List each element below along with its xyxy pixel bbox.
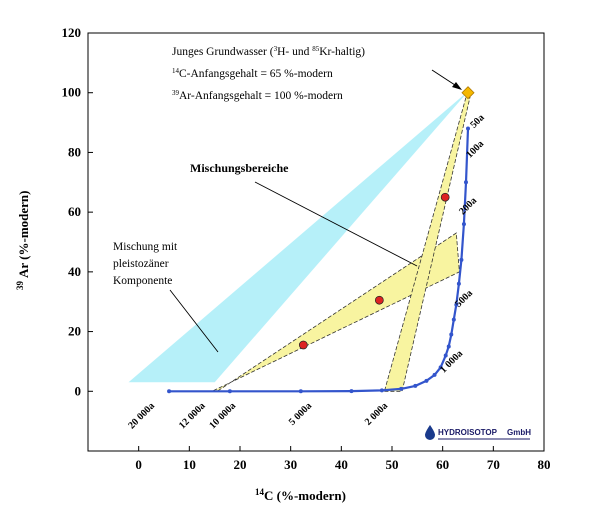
sample-point-3: [440, 192, 450, 202]
decay-curve-point: [399, 386, 404, 391]
endmember-arrow-head: [452, 82, 462, 90]
endmember-arrow-line: [431, 69, 459, 88]
c14-initial-content: 14C-Anfangsgehalt = 65 %-modern: [172, 67, 333, 80]
x-tick-label-10: 10: [183, 457, 196, 472]
zones-layer: [128, 93, 471, 392]
pleistocene-label-2: pleistozäner: [113, 258, 169, 270]
ar39-initial-content: 39Ar-Anfangsgehalt = 100 %-modern: [172, 89, 343, 102]
decay-curve-point: [438, 365, 443, 370]
decay-curve-point: [432, 372, 437, 377]
hydroisotop-logo: HYDROISOTOP GmbH: [425, 425, 531, 440]
decay-curve-point: [443, 353, 448, 358]
age-label-8: 12 000a: [177, 401, 208, 432]
pleistocene-zone: [128, 93, 466, 383]
y-axis-title: 39Ar (%-modern): [15, 191, 31, 291]
decay-curve-point: [379, 388, 384, 393]
x-tick-label-40: 40: [335, 457, 348, 472]
decay-curve-point: [463, 180, 468, 185]
decay-curve-point: [459, 257, 464, 262]
x-tick-label-0: 0: [135, 457, 142, 472]
decay-curve-line: [169, 128, 470, 393]
decay-curve-point: [454, 302, 459, 307]
age-label-6: 5 000a: [287, 401, 314, 428]
young-water-endmember: [461, 86, 475, 100]
x-tick-label-70: 70: [487, 457, 500, 472]
y-tick-label-20: 20: [68, 324, 81, 339]
x-tick-label-20: 20: [234, 457, 247, 472]
age-label-9: 20 000a: [126, 401, 157, 432]
decay-curve-point: [466, 126, 470, 131]
x-tick-label-60: 60: [436, 457, 449, 472]
decay-curve-point: [227, 389, 232, 394]
y-tick-label-0: 0: [75, 383, 82, 398]
y-tick-label-60: 60: [68, 204, 81, 219]
age-label-5: 2 000a: [363, 401, 390, 428]
logo-suffix: GmbH: [507, 428, 531, 437]
mixing-zones-label: Mischungsbereiche: [190, 161, 289, 175]
y-tick-label-100: 100: [62, 85, 82, 100]
decay-curve-point: [446, 344, 451, 349]
x-tick-label-30: 30: [284, 457, 297, 472]
points-layer: [298, 86, 475, 350]
x-axis-title: 14C (%-modern): [255, 487, 346, 503]
y-tick-label-40: 40: [68, 264, 81, 279]
pleistocene-label-3: Komponente: [113, 275, 172, 287]
age-label-0: 50a: [468, 112, 486, 130]
sample-point-2: [374, 295, 384, 305]
decay-curve-point: [456, 281, 461, 286]
decay-curve-point: [424, 378, 429, 383]
mixing-pointer-line: [254, 181, 418, 267]
pleistocene-label-1: Mischung mit: [113, 241, 178, 253]
decay-curve-point: [451, 317, 456, 322]
sample-point-1: [298, 340, 308, 350]
y-tick-label-120: 120: [62, 25, 82, 40]
decay-curve-point: [167, 389, 172, 394]
logo-name: HYDROISOTOP: [438, 428, 498, 437]
decay-curve-point: [449, 332, 454, 337]
age-label-3: 500a: [453, 288, 475, 310]
age-label-7: 10 000a: [207, 401, 238, 432]
decay-curve-point: [349, 389, 354, 394]
decay-curve-point: [298, 389, 303, 394]
y-tick-label-80: 80: [68, 144, 81, 159]
plot-frame: [87, 32, 545, 452]
water-drop-icon: [425, 425, 435, 440]
decay-curve-layer: [167, 126, 470, 394]
x-tick-label-80: 80: [538, 457, 551, 472]
pleistocene-pointer-line: [169, 289, 219, 353]
age-label-2: 200a: [457, 195, 479, 217]
decay-curve-point: [461, 222, 466, 227]
x-tick-label-50: 50: [386, 457, 399, 472]
ticks-layer: 0 10 20 30 40 50 60 70 80 0 20 40 60 80 100 120: [62, 25, 551, 472]
decay-curve-point: [413, 383, 418, 388]
young-water-title: Junges Grundwasser (3H- und 85Kr-haltig): [172, 45, 365, 58]
